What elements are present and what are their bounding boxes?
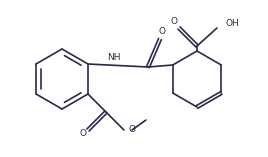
Text: OH: OH — [225, 19, 239, 29]
Text: O: O — [170, 17, 177, 27]
Text: O: O — [129, 125, 136, 133]
Text: NH: NH — [107, 53, 121, 62]
Text: O: O — [158, 27, 166, 35]
Text: O: O — [80, 130, 87, 138]
